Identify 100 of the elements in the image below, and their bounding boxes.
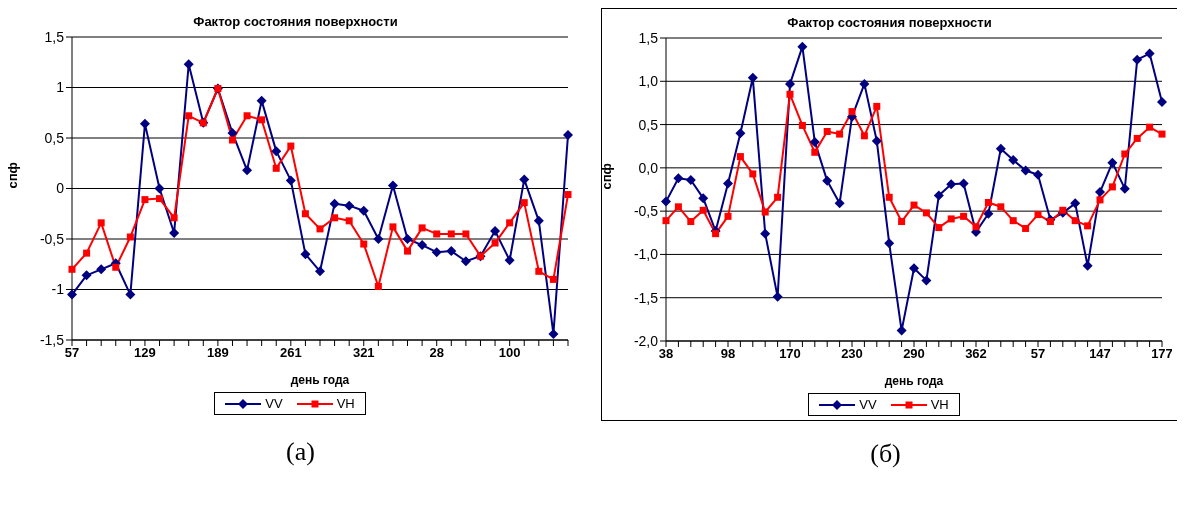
point (960, 212, 968, 220)
chart-title: Фактор состояния поверхности (192, 13, 399, 29)
point (997, 203, 1005, 211)
x-axis-title: день года (884, 374, 944, 388)
point (661, 196, 671, 207)
y-tick-label: -2,0 (633, 332, 659, 349)
point (760, 228, 771, 239)
point (674, 203, 682, 211)
point (329, 198, 340, 209)
point (374, 282, 382, 290)
point (822, 175, 833, 186)
point (1070, 198, 1081, 209)
point (1071, 217, 1079, 225)
x-tick-label: 177 (1151, 346, 1173, 362)
y-axis-title: спф (4, 162, 20, 189)
point (860, 132, 868, 140)
text: (б) (869, 439, 902, 469)
x-tick-label: 170 (779, 346, 801, 362)
y-tick-label: 0,0 (638, 159, 659, 176)
point (519, 174, 530, 185)
x-tick-label: 362 (965, 346, 987, 362)
point (1046, 218, 1054, 226)
point (859, 78, 870, 89)
point (933, 190, 944, 201)
point (287, 142, 295, 150)
point (909, 263, 919, 274)
y-axis-title: спф (598, 163, 614, 190)
point (1034, 211, 1042, 219)
point (256, 95, 267, 106)
point (995, 143, 1006, 154)
point (673, 173, 684, 184)
point (699, 206, 707, 214)
point (698, 193, 709, 204)
point (97, 219, 105, 227)
point (724, 212, 732, 220)
x-axis-title: день года (290, 373, 350, 387)
point (358, 205, 369, 216)
x-tick-label: 57 (64, 345, 80, 361)
point (404, 247, 412, 255)
point (285, 175, 296, 186)
x-tick-label: 230 (841, 346, 863, 362)
point (227, 127, 238, 138)
legend-label: VH (929, 397, 949, 412)
point (112, 263, 120, 271)
x-tick-label: 290 (903, 346, 925, 362)
point (271, 146, 282, 157)
point (563, 129, 573, 140)
point (809, 136, 820, 147)
point (242, 165, 253, 176)
point (402, 234, 413, 244)
y-tick-label: 0,5 (638, 116, 659, 133)
x-tick-label: 321 (352, 345, 375, 361)
y-tick-label: 1,5 (44, 28, 65, 45)
point (141, 196, 149, 204)
point (185, 112, 193, 120)
point (1084, 222, 1092, 230)
legend-label: VV (858, 397, 877, 412)
x-tick-label: 100 (498, 345, 521, 361)
point (958, 178, 969, 189)
point (797, 41, 808, 52)
point (258, 116, 266, 124)
point (1020, 165, 1031, 176)
x-tick-label: 129 (134, 345, 156, 361)
point (873, 102, 881, 110)
point (848, 108, 856, 116)
point (491, 239, 499, 247)
point (662, 217, 670, 225)
point (1157, 97, 1167, 108)
y-tick-label: 0 (56, 180, 65, 197)
point (736, 153, 744, 161)
point (315, 266, 325, 277)
x-tick-label: 261 (279, 345, 302, 361)
point (373, 234, 384, 244)
point (228, 136, 236, 144)
point (506, 219, 514, 227)
point (316, 225, 324, 233)
point (898, 218, 906, 226)
point (549, 275, 557, 283)
point (1146, 123, 1154, 131)
y-tick-label: -1,5 (39, 331, 65, 348)
point (126, 233, 134, 241)
point (431, 247, 442, 258)
point (418, 224, 426, 232)
point (535, 267, 543, 275)
point (735, 128, 746, 139)
point (417, 240, 428, 251)
point (345, 217, 353, 225)
point (389, 223, 397, 231)
point (68, 265, 76, 273)
point (1108, 183, 1116, 191)
point (1107, 157, 1118, 168)
point (300, 249, 311, 260)
point (344, 200, 355, 211)
point (1008, 155, 1019, 166)
point (1095, 187, 1105, 198)
point (723, 178, 733, 189)
point (749, 170, 757, 178)
point (360, 240, 368, 248)
point (1121, 150, 1129, 158)
point (798, 121, 806, 129)
